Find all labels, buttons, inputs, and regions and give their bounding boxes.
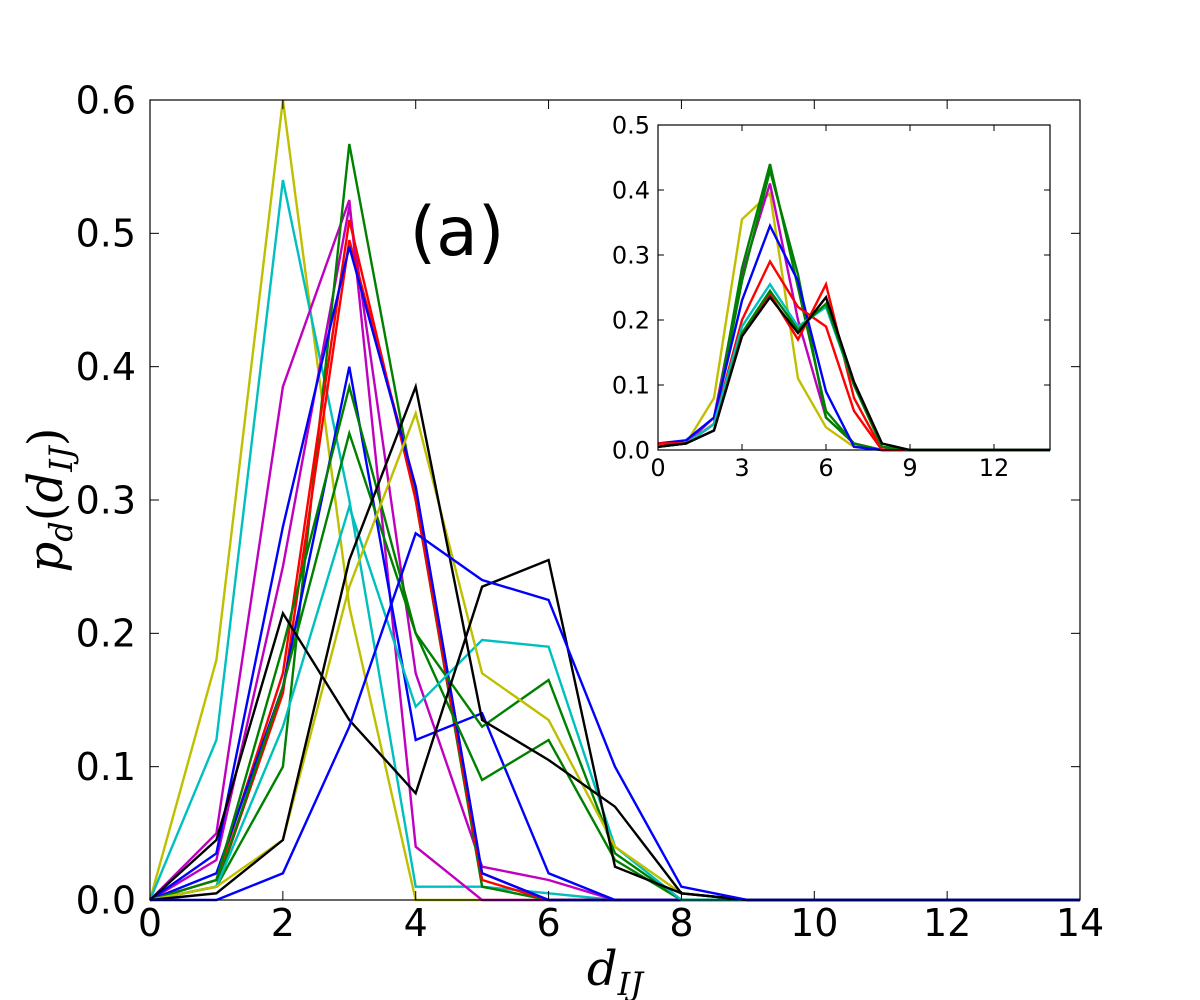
inset-xtick-label: 12 xyxy=(979,454,1010,482)
main-xtick-label: 14 xyxy=(1056,901,1104,945)
main-ytick-label: 0.2 xyxy=(76,612,136,656)
main-xtick-label: 8 xyxy=(669,901,693,945)
inset-plot: 0 3 6 9 12 0.0 0.1 0.2 0.3 0.4 0.5 xyxy=(612,111,1051,482)
main-ytick-label: 0.6 xyxy=(76,78,136,122)
main-ticks-group: 0 2 4 6 8 10 12 14 0.0 0.1 0.2 0.3 0.4 0.5 0.6 xyxy=(76,78,1105,945)
main-ytick-label: 0.1 xyxy=(76,745,136,789)
panel-annotation: (a) xyxy=(410,193,505,272)
main-ytick-label: 0.3 xyxy=(76,478,136,522)
inset-xtick-label: 3 xyxy=(734,454,749,482)
main-ytick-label: 0.5 xyxy=(76,212,136,256)
inset-ytick-label: 0.0 xyxy=(612,436,650,464)
main-xtick-label: 0 xyxy=(138,901,162,945)
inset-ytick-label: 0.2 xyxy=(612,306,650,334)
inset-xtick-label: 0 xyxy=(650,454,665,482)
main-axes-frame xyxy=(149,99,1081,901)
main-ytick-label: 0.0 xyxy=(76,878,136,922)
inset-xtick-label: 6 xyxy=(818,454,833,482)
y-axis-label-sub: d xyxy=(42,521,80,541)
main-ytick-label: 0.4 xyxy=(76,345,136,389)
y-axis-label-close: ) xyxy=(18,428,74,447)
inset-ytick-label: 0.4 xyxy=(612,176,650,204)
main-xtick-label: 6 xyxy=(536,901,560,945)
y-axis-label-arg-sub: IJ xyxy=(42,444,80,473)
inset-ticks-group: 0 3 6 9 12 0.0 0.1 0.2 0.3 0.4 0.5 xyxy=(612,111,1050,482)
inset-axes-frame xyxy=(657,124,1051,451)
y-axis-label-arg: d xyxy=(18,472,74,503)
main-xtick-label: 12 xyxy=(923,901,971,945)
x-axis-label-main: d xyxy=(587,941,618,997)
y-axis-label-open: ( xyxy=(18,502,74,521)
y-axis-label: pd(dIJ) xyxy=(18,428,80,573)
x-axis-label: dIJ xyxy=(587,941,645,1000)
inset-xtick-label: 9 xyxy=(902,454,917,482)
inset-ytick-label: 0.5 xyxy=(612,111,650,139)
main-xtick-label: 10 xyxy=(790,901,838,945)
x-axis-label-sub: IJ xyxy=(617,965,646,1000)
main-xtick-label: 4 xyxy=(404,901,428,945)
inset-ytick-label: 0.3 xyxy=(612,241,650,269)
inset-ytick-label: 0.1 xyxy=(612,371,650,399)
main-xtick-label: 2 xyxy=(271,901,295,945)
y-axis-label-main: p xyxy=(18,542,74,573)
